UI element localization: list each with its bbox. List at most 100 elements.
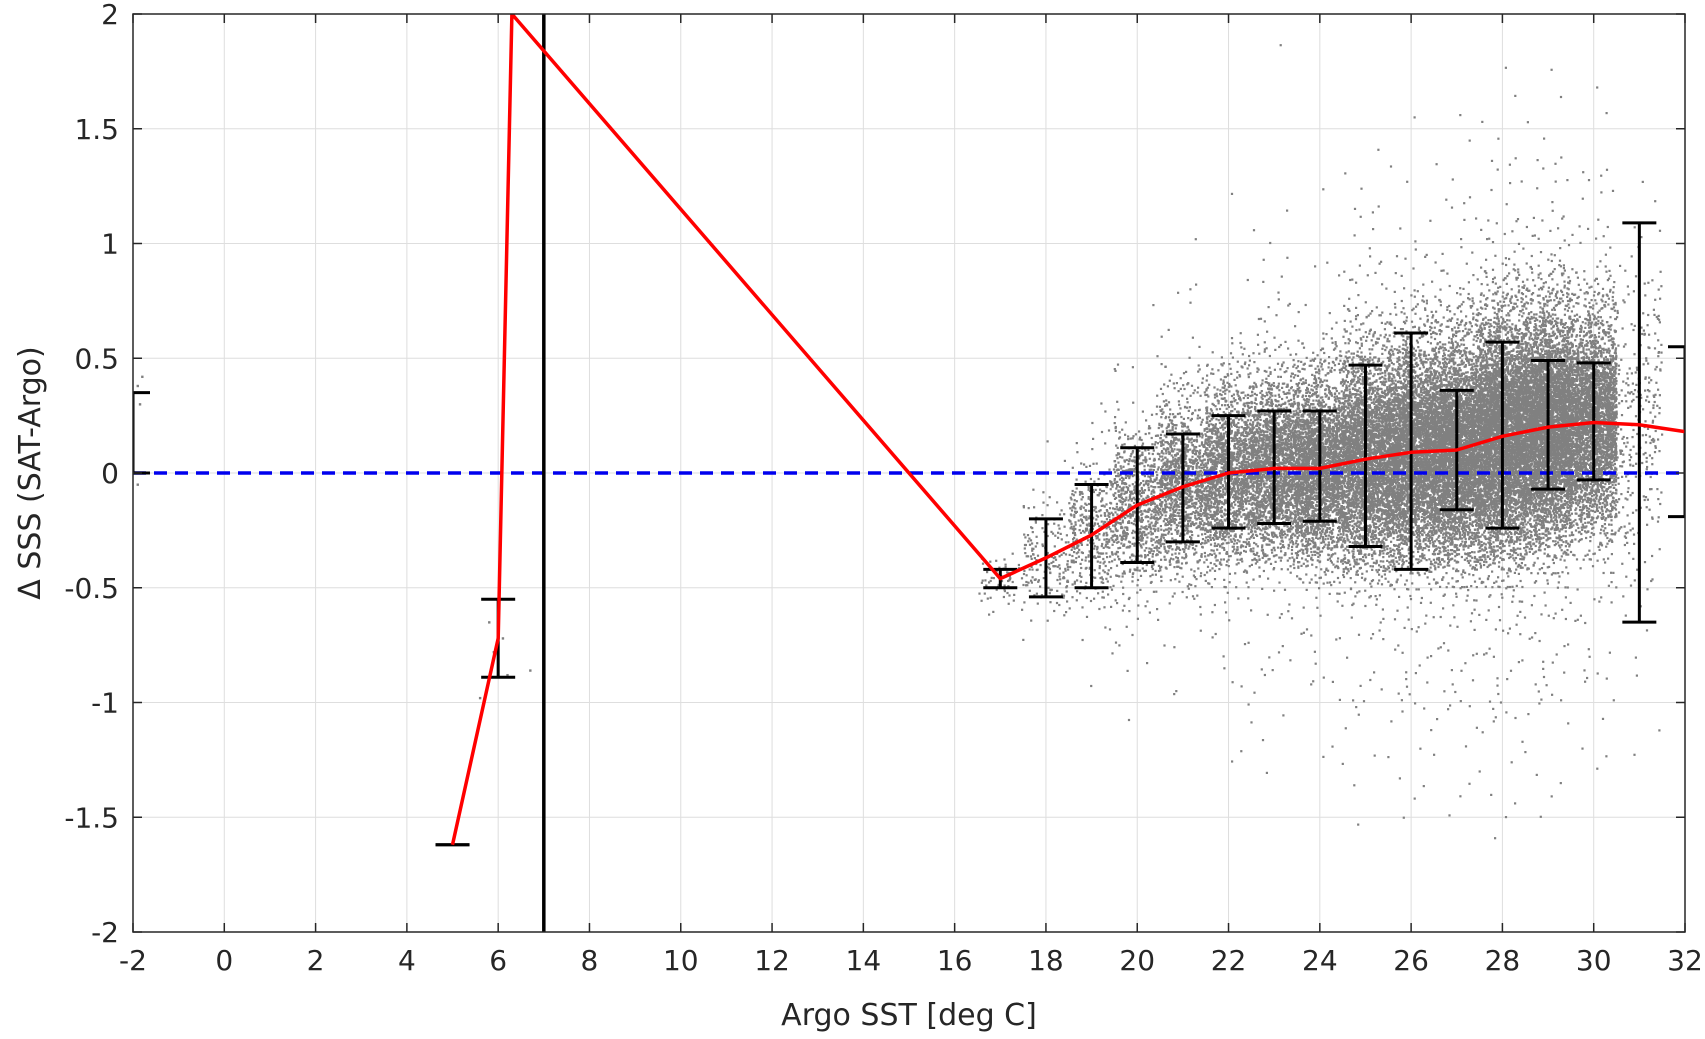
scatter-point bbox=[1188, 478, 1191, 481]
scatter-point bbox=[1156, 434, 1159, 437]
scatter-point bbox=[1283, 490, 1286, 493]
scatter-point bbox=[1222, 542, 1225, 545]
scatter-point bbox=[1174, 424, 1177, 427]
scatter-point bbox=[1163, 475, 1166, 478]
scatter-point bbox=[1248, 406, 1251, 409]
scatter-point bbox=[1177, 504, 1180, 507]
scatter-point bbox=[1162, 447, 1165, 450]
scatter-point bbox=[1250, 528, 1253, 531]
scatter-point bbox=[1227, 405, 1231, 409]
scatter-point bbox=[1143, 569, 1146, 573]
scatter-point bbox=[1078, 574, 1081, 577]
scatter-point bbox=[1147, 475, 1150, 478]
scatter-point bbox=[1163, 644, 1166, 647]
scatter-point bbox=[1286, 434, 1290, 437]
scatter-point bbox=[1230, 394, 1234, 398]
scatter-point bbox=[1219, 480, 1222, 483]
scatter-point bbox=[1290, 520, 1293, 523]
scatter-point bbox=[1247, 376, 1250, 379]
scatter-point bbox=[1203, 445, 1206, 449]
scatter-point bbox=[1206, 530, 1209, 533]
scatter-point bbox=[1064, 541, 1067, 544]
scatter-point bbox=[1168, 467, 1171, 470]
scatter-point bbox=[1110, 567, 1113, 570]
scatter-point bbox=[1209, 483, 1212, 486]
scatter-point bbox=[1060, 509, 1063, 512]
scatter-point bbox=[1071, 527, 1074, 530]
scatter-point bbox=[1281, 450, 1285, 453]
scatter-point bbox=[1270, 462, 1274, 465]
scatter-point bbox=[1106, 556, 1109, 559]
scatter-point bbox=[1152, 486, 1155, 489]
scatter-point bbox=[1122, 592, 1125, 596]
scatter-point bbox=[1070, 498, 1073, 501]
scatter-point bbox=[1210, 423, 1213, 426]
scatter-point bbox=[1173, 514, 1176, 517]
scatter-point bbox=[1197, 470, 1200, 474]
scatter-point bbox=[1221, 470, 1224, 473]
scatter-point bbox=[1227, 536, 1230, 539]
scatter-point bbox=[1263, 448, 1266, 451]
scatter-point bbox=[1106, 580, 1109, 583]
scatter-point bbox=[1177, 559, 1180, 562]
scatter-point bbox=[1168, 502, 1171, 505]
scatter-point bbox=[1189, 448, 1192, 451]
scatter-point bbox=[1174, 427, 1177, 430]
scatter-point bbox=[1291, 526, 1294, 529]
scatter-point bbox=[1132, 536, 1135, 539]
scatter-point bbox=[1244, 394, 1247, 397]
scatter-point bbox=[1095, 537, 1098, 540]
scatter-point bbox=[1167, 494, 1170, 497]
scatter-point bbox=[1213, 603, 1216, 607]
scatter-point bbox=[1162, 439, 1165, 442]
scatter-point bbox=[1163, 499, 1166, 502]
scatter-point bbox=[1176, 532, 1179, 535]
scatter-point bbox=[1236, 539, 1239, 542]
scatter-point bbox=[1169, 460, 1172, 463]
scatter-point bbox=[1218, 532, 1222, 535]
scatter-point bbox=[1205, 379, 1208, 382]
scatter-point bbox=[1131, 366, 1134, 369]
scatter-point bbox=[1230, 493, 1233, 496]
scatter-point bbox=[1190, 461, 1193, 464]
scatter-point bbox=[1164, 448, 1167, 451]
scatter-point bbox=[1120, 489, 1123, 492]
scatter-point bbox=[1161, 534, 1165, 537]
scatter-point bbox=[1199, 528, 1202, 531]
scatter-point bbox=[1084, 559, 1087, 562]
scatter-point bbox=[1212, 528, 1215, 531]
scatter-point bbox=[1187, 467, 1190, 470]
scatter-point bbox=[1216, 462, 1219, 465]
scatter-point bbox=[1200, 441, 1204, 444]
scatter-point bbox=[1195, 544, 1198, 548]
scatter-point bbox=[1125, 625, 1128, 628]
scatter-point bbox=[1159, 492, 1162, 495]
scatter-point bbox=[1213, 502, 1217, 505]
scatter-point bbox=[1165, 452, 1168, 455]
scatter-point bbox=[1270, 539, 1273, 542]
scatter-point bbox=[1201, 483, 1204, 487]
scatter-point bbox=[1184, 478, 1187, 482]
scatter-point bbox=[1214, 492, 1217, 495]
scatter-point bbox=[1248, 514, 1251, 517]
scatter-point bbox=[1004, 566, 1007, 569]
scatter-point bbox=[1149, 517, 1152, 520]
scatter-point bbox=[1140, 539, 1143, 542]
scatter-point bbox=[1054, 556, 1057, 559]
scatter-point bbox=[1189, 492, 1192, 496]
scatter-point bbox=[1158, 482, 1161, 485]
scatter-point bbox=[1200, 553, 1203, 556]
scatter-point bbox=[1055, 601, 1059, 605]
scatter-point bbox=[1093, 597, 1096, 600]
scatter-point bbox=[1213, 459, 1216, 462]
scatter-point bbox=[1234, 535, 1237, 538]
scatter-point bbox=[1241, 411, 1244, 414]
scatter-point bbox=[1244, 491, 1248, 494]
scatter-point bbox=[1170, 439, 1173, 443]
scatter-point bbox=[1171, 423, 1174, 426]
scatter-point bbox=[1066, 600, 1069, 603]
scatter-point bbox=[1240, 557, 1243, 560]
scatter-point bbox=[1165, 503, 1168, 506]
scatter-point bbox=[1247, 393, 1250, 396]
scatter-point bbox=[1051, 532, 1055, 535]
